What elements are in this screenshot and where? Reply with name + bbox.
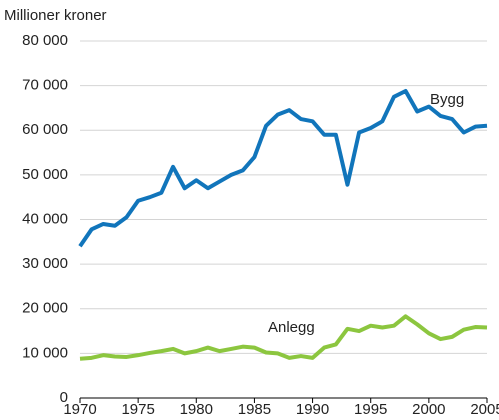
x-tick-label: 2000 (412, 401, 445, 418)
x-tick-label: 2005 (470, 401, 499, 418)
y-tick-label: 0 (60, 389, 68, 406)
x-tick-label: 1980 (180, 401, 213, 418)
x-tick-label: 1975 (121, 401, 154, 418)
series-label: Anlegg (268, 319, 315, 336)
x-tick-label: 1985 (238, 401, 271, 418)
y-tick-label: 70 000 (22, 77, 68, 94)
y-tick-label: 30 000 (22, 255, 68, 272)
y-tick-label: 10 000 (22, 344, 68, 361)
y-tick-label: 40 000 (22, 210, 68, 227)
y-tick-label: 80 000 (22, 32, 68, 49)
line-series (79, 314, 488, 361)
y-tick-label: 20 000 (22, 300, 68, 317)
x-tick-label: 1990 (296, 401, 329, 418)
series-label: Bygg (430, 91, 464, 108)
y-axis-label: Millioner kroner (4, 7, 107, 24)
line-series (78, 88, 488, 248)
x-tick-label: 1995 (354, 401, 387, 418)
x-tick-label: 1970 (63, 401, 96, 418)
y-tick-label: 50 000 (22, 166, 68, 183)
y-tick-label: 60 000 (22, 121, 68, 138)
